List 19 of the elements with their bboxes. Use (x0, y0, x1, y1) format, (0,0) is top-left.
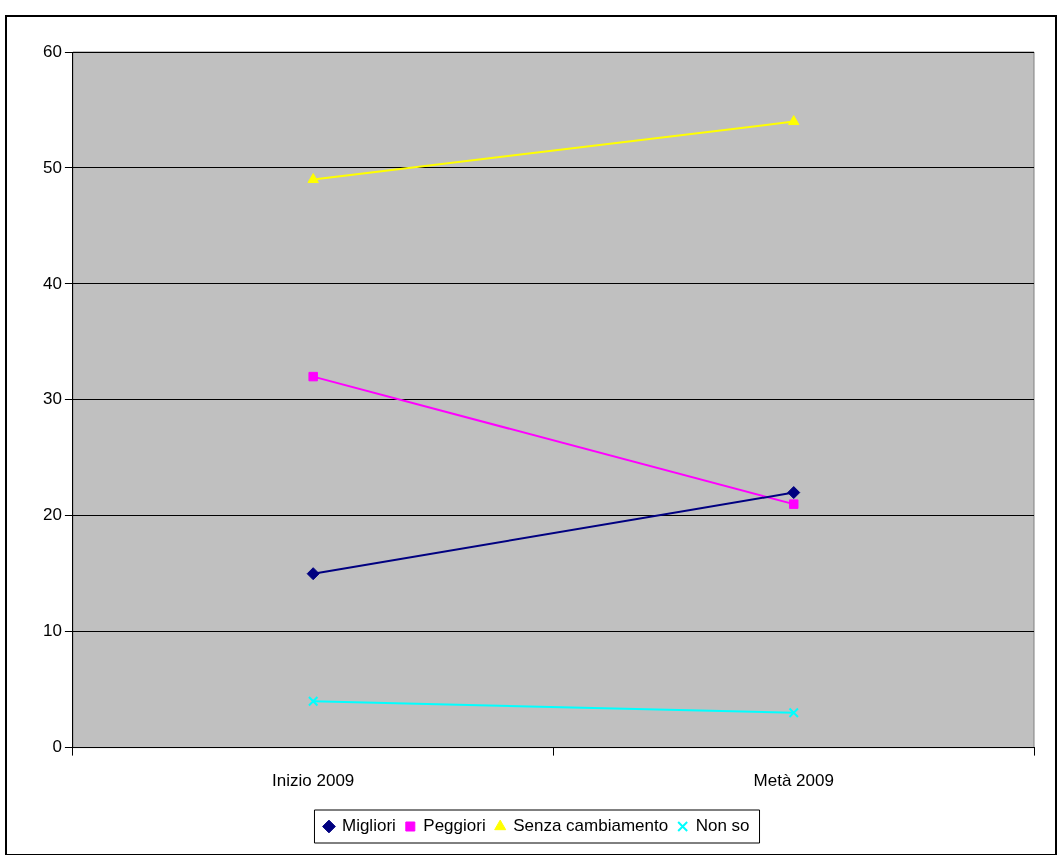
legend-label: Peggiori (423, 816, 486, 836)
y-tick-label: 10 (42, 621, 62, 641)
point (308, 371, 318, 382)
y-tick-label: 60 (42, 41, 62, 61)
point (306, 567, 320, 581)
y-tick-label: 0 (52, 737, 62, 757)
point (307, 695, 319, 707)
legend-label: Senza cambiamento (513, 816, 669, 836)
y-tick-label: 40 (42, 273, 62, 293)
x-tick-label: Metà 2009 (753, 771, 834, 791)
legend-label: Non so (695, 816, 750, 836)
legend-label: Migliori (341, 816, 396, 836)
x-tick-label: Inizio 2009 (272, 771, 355, 791)
y-tick-label: 50 (42, 157, 62, 177)
y-tick-label: 30 (42, 389, 62, 409)
point (788, 499, 799, 509)
point (787, 486, 801, 500)
y-tick-label: 20 (42, 505, 62, 525)
point (788, 707, 799, 719)
